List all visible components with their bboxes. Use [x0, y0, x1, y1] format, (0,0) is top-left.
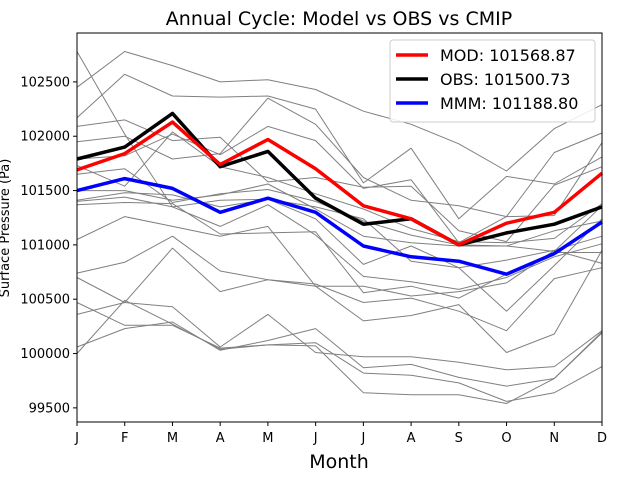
y-tick-label: 100000: [20, 347, 70, 362]
cmip-series-line-15: [76, 247, 603, 353]
y-tick-label: 101500: [20, 184, 70, 199]
y-tick-label: 100500: [20, 293, 70, 308]
cmip-series-line-11: [76, 196, 603, 290]
cmip-series-line-16: [76, 302, 603, 371]
cmip-series-line-6: [76, 125, 603, 244]
y-axis-label: Surface Pressure (Pa): [0, 159, 13, 298]
cmip-series-line-18: [76, 299, 603, 404]
x-tick-label: A: [216, 431, 225, 446]
x-tick-label: M: [167, 431, 178, 446]
series-line-mmm: [76, 176, 603, 276]
cmip-series-line-8: [76, 168, 603, 247]
x-tick-label: S: [455, 431, 463, 446]
series-line-obs: [76, 111, 603, 247]
y-tick-label: 102500: [20, 75, 70, 90]
series-line-mod: [76, 120, 604, 247]
x-tick-label: A: [407, 431, 416, 446]
cmip-series-line-10: [76, 192, 603, 269]
cmip-series-line-2: [76, 51, 603, 172]
y-axis: 99500 100000 100500 101000 101500 102000 10250…: [20, 75, 77, 416]
main-series-lines: [76, 111, 604, 276]
legend-label-mod: MOD: 101568.87: [440, 46, 576, 65]
chart-title: Annual Cycle: Model vs OBS vs CMIP: [166, 8, 512, 30]
x-tick-label: D: [597, 431, 607, 446]
x-tick-label: M: [262, 431, 273, 446]
cmip-series-line-9: [77, 183, 603, 252]
y-tick-label: 101000: [20, 238, 70, 253]
x-tick-label: O: [501, 431, 511, 446]
x-axis-label: Month: [309, 451, 369, 473]
x-tick-label: J: [360, 431, 365, 446]
y-tick-label: 102000: [20, 130, 70, 145]
cmip-series-line-7: [76, 131, 603, 244]
y-tick-label: 99500: [29, 401, 70, 416]
legend: MOD: 101568.87 OBS: 101500.73 MMM: 101188.…: [389, 39, 596, 123]
cmip-series-line-13: [76, 216, 603, 297]
cmip-series-line-17: [76, 321, 603, 387]
cmip-lines: [76, 51, 603, 404]
x-tick-label: N: [549, 431, 559, 446]
cmip-series-line-5: [76, 97, 603, 218]
cmip-series-line-12: [76, 202, 602, 299]
plot-frame: [76, 32, 603, 423]
legend-label-mmm: MMM: 101188.80: [440, 94, 578, 113]
cmip-series-line-19: [76, 302, 603, 402]
cmip-series-line-14: [76, 235, 603, 332]
legend-label-obs: OBS: 101500.73: [440, 70, 570, 89]
legend-frame: [389, 39, 596, 123]
x-tick-label: J: [313, 431, 318, 446]
x-tick-label: F: [121, 431, 128, 446]
cmip-series-line-3: [76, 73, 603, 220]
x-tick-label: J: [74, 431, 79, 446]
